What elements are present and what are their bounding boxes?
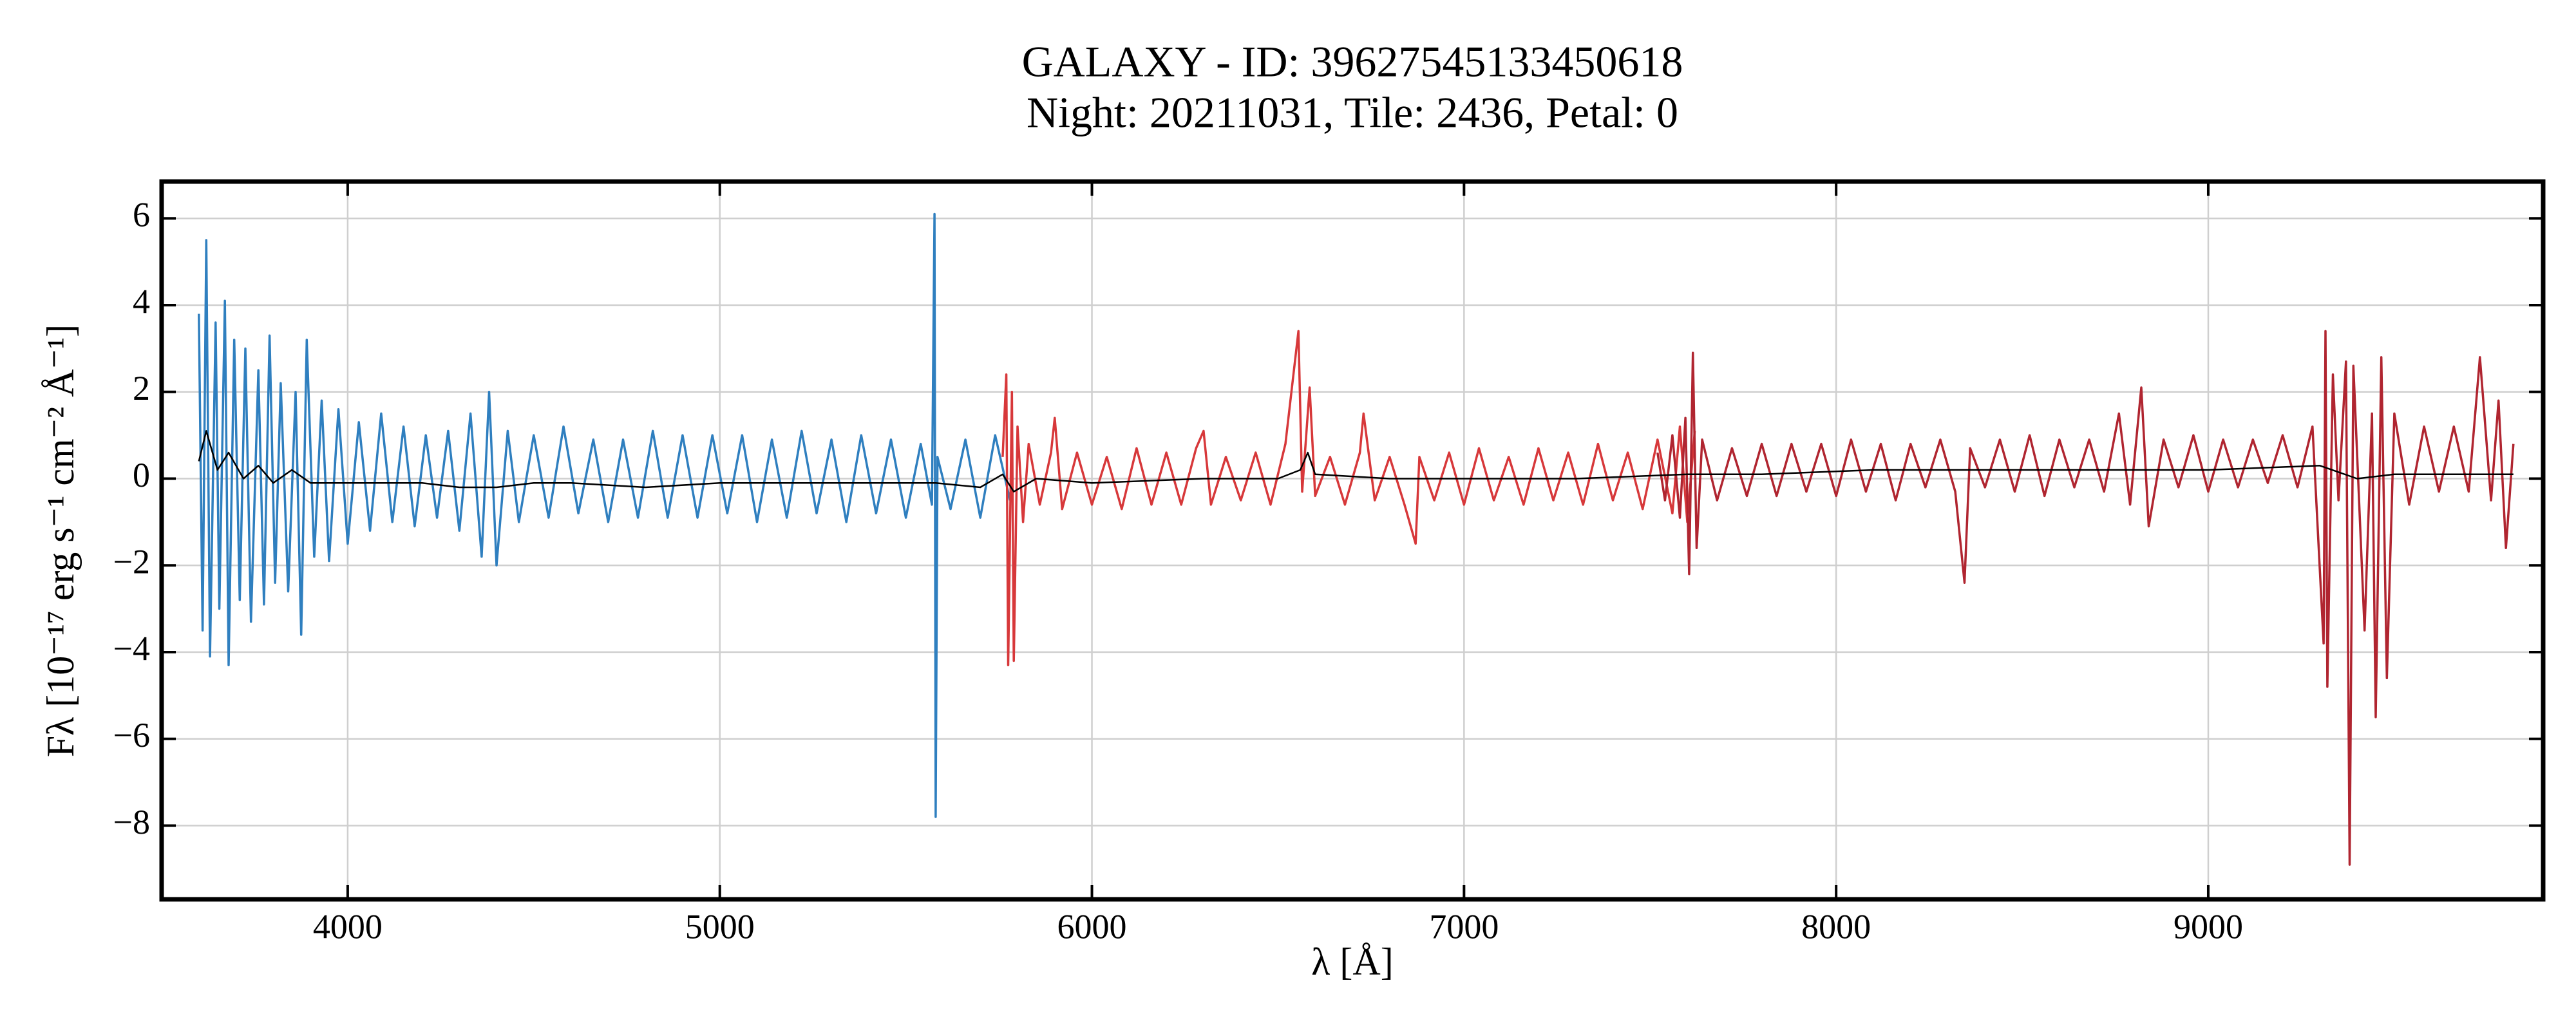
y-tick-label: −6 [113, 716, 150, 754]
spectrum-line [198, 430, 2514, 492]
spectrum-line [1001, 330, 1696, 666]
y-tick-label: 0 [133, 456, 150, 494]
x-tick-label: 6000 [1057, 907, 1127, 946]
x-axis-label: λ [Å] [1311, 941, 1393, 983]
x-tick-label: 5000 [685, 907, 755, 946]
x-tick-label: 4000 [313, 907, 383, 946]
y-tick-label: 2 [133, 369, 150, 407]
y-tick-label: 4 [133, 282, 150, 321]
chart-subtitle: Night: 20211031, Tile: 2436, Petal: 0 [1027, 88, 1678, 137]
x-tick-label: 8000 [1801, 907, 1871, 946]
y-tick-label: −2 [113, 543, 150, 581]
y-tick-label: −8 [113, 803, 150, 841]
y-tick-label: −4 [113, 629, 150, 668]
spectrum-line [198, 212, 1012, 818]
x-tick-label: 7000 [1429, 907, 1499, 946]
x-tick-label: 9000 [2174, 907, 2243, 946]
y-tick-label: 6 [133, 196, 150, 234]
y-axis-label: Fλ [10⁻¹⁷ erg s⁻¹ cm⁻² Å⁻¹] [39, 324, 82, 757]
chart-title: GALAXY - ID: 39627545133450618 [1022, 37, 1683, 86]
spectrum-line [1656, 330, 2515, 866]
plot-frame [159, 179, 2546, 902]
